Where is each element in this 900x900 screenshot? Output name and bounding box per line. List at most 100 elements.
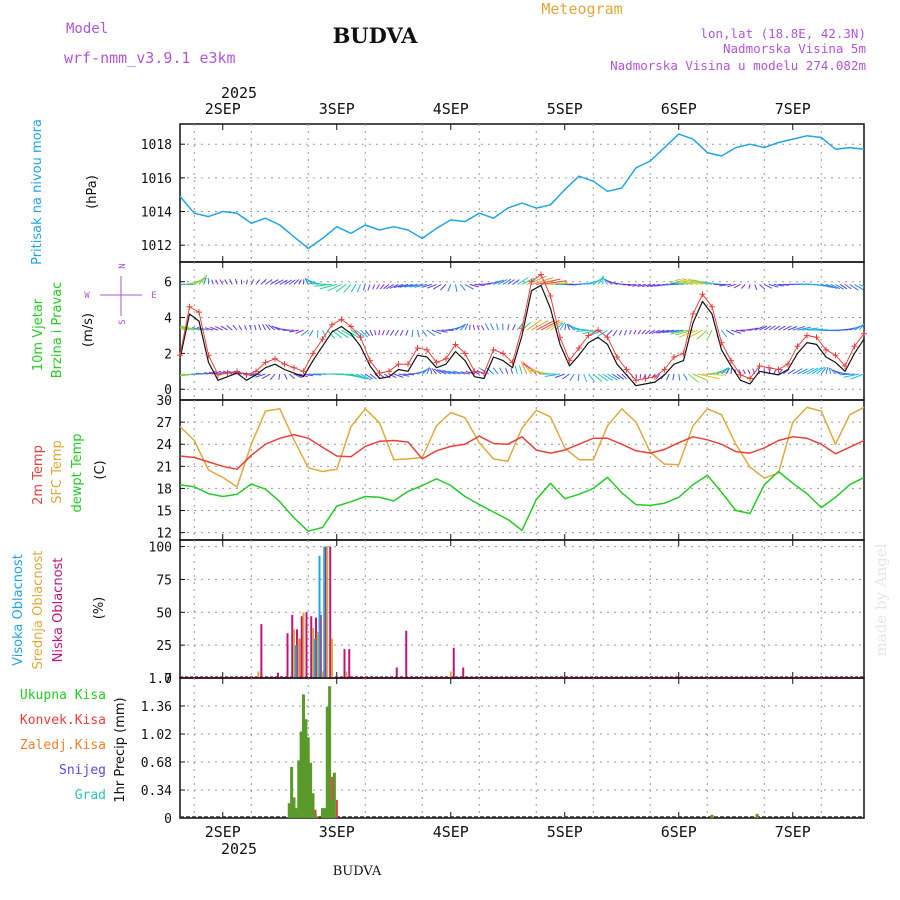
cloud-bar-mid xyxy=(257,671,260,678)
gust-marker xyxy=(851,343,858,350)
y-tick-label: 1.36 xyxy=(141,700,172,715)
cloud-bar-low xyxy=(343,649,346,678)
wind-arrow xyxy=(582,329,599,335)
wind-arrow xyxy=(642,283,651,288)
gust-marker xyxy=(623,366,630,373)
wind-arrow xyxy=(481,325,485,331)
top-day-label: 2SEP xyxy=(205,100,241,118)
wind-arrow xyxy=(747,369,751,375)
meteogram-title: Meteogram xyxy=(541,0,622,18)
wind-arrow xyxy=(797,326,811,331)
wind-arrow xyxy=(234,278,238,285)
wind-arrow xyxy=(863,284,864,285)
wind-arrow xyxy=(688,278,708,285)
wind-arrow xyxy=(409,283,423,288)
cloud-bar-mid xyxy=(345,671,348,678)
wind-arrow xyxy=(350,284,357,293)
y-tick-label: 6 xyxy=(164,276,172,291)
compass-north: N xyxy=(118,263,128,268)
wind-arrow xyxy=(295,329,304,334)
bottom-day-label: 7SEP xyxy=(775,823,811,841)
wind-arrow xyxy=(455,324,466,331)
compass-west: W xyxy=(84,291,90,301)
y-tick-label: 27 xyxy=(156,416,172,431)
wind-arrow xyxy=(336,329,349,339)
gust-marker xyxy=(604,334,611,341)
wind-arrow xyxy=(633,329,637,335)
wind-arrow xyxy=(198,274,208,285)
gust-marker xyxy=(462,350,468,357)
gust-marker xyxy=(661,366,668,373)
wind-arrow xyxy=(238,325,243,331)
cloud-bar-mid xyxy=(321,671,324,678)
temp2m-line xyxy=(179,433,865,471)
y-tick-label: 1014 xyxy=(141,206,172,221)
wind-arrow xyxy=(526,275,547,285)
wind-arrow xyxy=(484,323,490,331)
wind-arrow xyxy=(583,373,588,383)
wind-arrow xyxy=(355,329,365,337)
wind-arrow xyxy=(417,329,420,338)
gust-marker xyxy=(177,352,183,359)
wind-arrow xyxy=(666,373,670,381)
cloud-bar-low xyxy=(324,546,327,678)
elevation: Nadmorska Visina 5m xyxy=(723,41,866,56)
precip-bar-total xyxy=(306,737,310,818)
precip-bar-total xyxy=(287,803,291,818)
y-tick-label: 1018 xyxy=(141,138,172,153)
wind-arrow xyxy=(246,279,248,285)
wind-arrow xyxy=(706,329,713,341)
wind-arrow xyxy=(460,371,470,375)
precip-bar-total xyxy=(755,813,759,818)
bottom-day-label: 4SEP xyxy=(433,823,469,841)
gust-marker xyxy=(794,343,801,350)
cloud-bar-high xyxy=(294,645,297,678)
wind-arrow xyxy=(806,367,819,375)
cloud-bar-low xyxy=(277,672,279,678)
wind-arrow xyxy=(839,283,848,290)
cloud-bar-mid xyxy=(293,629,295,678)
wind-arrow xyxy=(643,373,646,379)
wind-arrow xyxy=(545,282,568,285)
y-tick-label: 0 xyxy=(164,672,172,687)
wind-arrow xyxy=(825,283,838,289)
gust-marker xyxy=(680,350,687,357)
gust-marker xyxy=(205,352,212,359)
wind-arrow xyxy=(678,373,681,381)
y-tick-label: 12 xyxy=(156,527,172,542)
wind-arrow xyxy=(442,369,456,375)
y-tick-label: 0.68 xyxy=(141,756,172,771)
wind-arrow xyxy=(469,283,479,288)
wind-arrow xyxy=(829,367,836,375)
bottom-day-label: 2SEP xyxy=(205,823,241,841)
wind-arrow xyxy=(269,279,279,285)
wind-arrow xyxy=(436,329,448,333)
panel-frame xyxy=(179,677,865,819)
wind-arrow xyxy=(778,325,786,331)
wind-arrow xyxy=(265,323,271,331)
wind-arrow xyxy=(687,373,700,383)
wind-arrow xyxy=(226,325,233,331)
wind-arrow xyxy=(670,282,684,285)
wind-arrow xyxy=(203,372,214,375)
precip-bar-total xyxy=(299,731,303,818)
wind-arrow xyxy=(414,283,428,288)
wind-arrow xyxy=(590,329,603,336)
cloud-bar-low xyxy=(452,647,455,678)
gust-marker xyxy=(424,346,430,353)
wind-unit: (m/s) xyxy=(81,313,96,347)
gust-marker xyxy=(243,371,250,378)
wind-arrow xyxy=(735,329,746,332)
wind-arrow xyxy=(447,284,452,292)
wind-arrow xyxy=(372,284,376,290)
wind-arrow xyxy=(639,373,642,379)
wind-arrow xyxy=(180,373,185,376)
wind-arrow xyxy=(768,325,776,331)
wind-arrow xyxy=(398,373,410,377)
wind-arrow xyxy=(211,279,214,285)
top-day-labels: 2SEP 3SEP 4SEP 5SEP 6SEP 7SEP xyxy=(205,100,811,118)
wind-arrow xyxy=(210,326,219,331)
wind-arrow xyxy=(374,330,376,336)
wind-arrow xyxy=(787,368,796,375)
wind-arrow xyxy=(721,329,728,338)
